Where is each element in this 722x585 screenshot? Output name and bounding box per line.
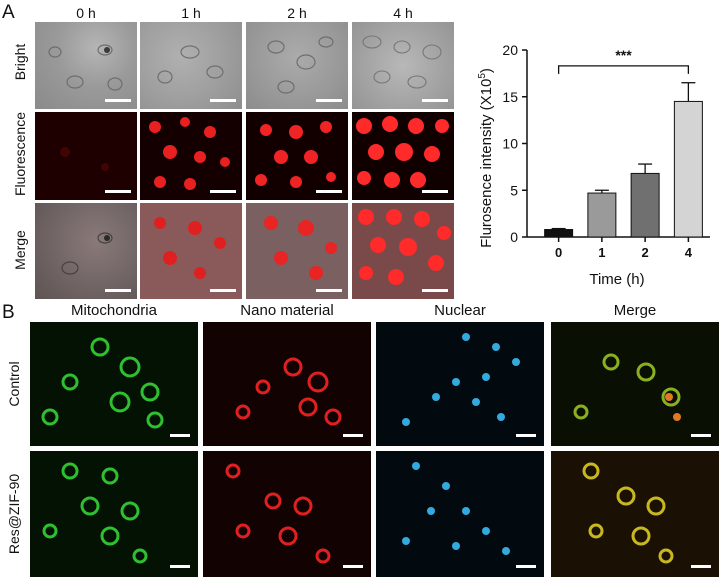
scale-bar [691, 565, 711, 568]
merge-2h-cells [264, 216, 337, 280]
bright-2h-cells [267, 36, 334, 94]
col-label-nuclear: Nuclear [434, 302, 486, 319]
zif90-mito-cells [42, 462, 148, 564]
chart-ticks: 0 5 10 15 20 0 1 2 4 [502, 42, 692, 260]
x-tick-label-1: 1 [598, 245, 605, 260]
scale-bar [516, 434, 536, 437]
fluorescence-0h-image [35, 112, 137, 200]
col-label-merge-b: Merge [613, 302, 657, 319]
col-label-1h: 1 h [181, 5, 201, 21]
ylabel-main: Flurosence intensity (X10 [478, 79, 495, 248]
col-label-mitochondria: Mitochondria [71, 302, 157, 319]
control-mitochondria-image [30, 322, 198, 446]
chart-ylabel: Flurosence intensity (X105) [477, 68, 495, 248]
chart-bars [544, 82, 703, 238]
bright-0h-image [35, 22, 137, 109]
control-merge-image [551, 322, 719, 446]
x-tick-label-4: 4 [685, 245, 693, 260]
panel-a-letter: A [2, 2, 15, 23]
x-tick-label-0: 0 [555, 245, 562, 260]
control-nuclear-cells [402, 333, 520, 426]
zif90-merge-image [551, 451, 719, 577]
merge-2h-image [246, 203, 348, 299]
fluorescence-4h-cells [356, 116, 449, 188]
y-tick-label: 10 [502, 136, 518, 152]
chart-xlabel: Time (h) [589, 271, 644, 288]
y-tick-label: 5 [510, 182, 518, 198]
bright-4h-cells [362, 35, 442, 89]
ylabel-sup: 5 [477, 73, 488, 79]
zif90-nuclear-image [376, 451, 544, 577]
panel-b-letter: B [2, 302, 15, 323]
zif90-merge-cells [582, 462, 674, 564]
scale-bar [210, 99, 236, 102]
control-nuclear-image [376, 322, 544, 446]
bar-4 [673, 100, 703, 238]
scale-bar [105, 99, 131, 102]
y-tick-label: 15 [502, 89, 518, 105]
control-nano-image [203, 322, 371, 446]
scale-bar [343, 565, 363, 568]
bright-1h-cells [157, 45, 224, 84]
merge-0h-image [35, 203, 137, 299]
scale-bar [343, 434, 363, 437]
scale-bar [210, 289, 236, 292]
bar-0 [544, 229, 574, 238]
bar-1 [587, 192, 617, 238]
significance-bracket [557, 65, 690, 74]
zif90-nuclear-cells [402, 462, 510, 555]
bright-2h-image [246, 22, 348, 109]
row-label-bright: Bright [12, 43, 28, 81]
merge-0h-cells [61, 232, 113, 275]
y-tick-label: 0 [510, 229, 518, 245]
merge-4h-cells [358, 209, 451, 285]
scale-bar [691, 434, 711, 437]
scale-bar [170, 565, 190, 568]
control-mito-cells [41, 337, 164, 429]
merge-4h-image [352, 203, 454, 299]
merge-1h-image [140, 203, 242, 299]
control-merge-cells [573, 353, 681, 421]
scale-bar [105, 289, 131, 292]
merge-1h-cells [154, 217, 226, 279]
bright-1h-image [140, 22, 242, 109]
scale-bar [422, 99, 448, 102]
col-label-nano-material: Nano material [240, 302, 334, 319]
scale-bar [210, 190, 236, 193]
fluorescence-4h-image [352, 112, 454, 200]
col-label-2h: 2 h [287, 5, 307, 21]
fluorescence-0h-cells [60, 147, 109, 171]
bright-4h-image [352, 22, 454, 109]
scale-bar [516, 565, 536, 568]
scale-bar [422, 289, 448, 292]
row-label-res-zif90: Res@ZIF-90 [6, 473, 22, 555]
scale-bar [316, 190, 342, 193]
scale-bar [422, 190, 448, 193]
x-tick-label-2: 2 [642, 245, 649, 260]
scale-bar [170, 434, 190, 437]
row-label-merge: Merge [12, 230, 28, 270]
zif90-nano-image [203, 451, 371, 577]
col-label-0h: 0 h [76, 5, 96, 21]
col-label-4h: 4 h [393, 5, 413, 21]
control-nano-cells [235, 357, 342, 426]
bar-2 [630, 172, 660, 238]
row-label-control: Control [6, 361, 22, 407]
fluorescence-2h-cells [255, 121, 336, 188]
bright-0h-cells [48, 44, 123, 91]
fluorescence-1h-image [140, 112, 242, 200]
scale-bar [105, 190, 131, 193]
ylabel-end: ) [478, 68, 495, 73]
fluorescence-1h-cells [149, 117, 230, 190]
fluorescence-2h-image [246, 112, 348, 200]
row-label-fluorescence: Fluorescence [12, 111, 28, 197]
scale-bar [316, 289, 342, 292]
significance-stars: *** [615, 47, 632, 63]
y-tick-label: 20 [502, 42, 518, 58]
zif90-mitochondria-image [30, 451, 198, 577]
zif90-nano-cells [225, 463, 331, 564]
scale-bar [316, 99, 342, 102]
